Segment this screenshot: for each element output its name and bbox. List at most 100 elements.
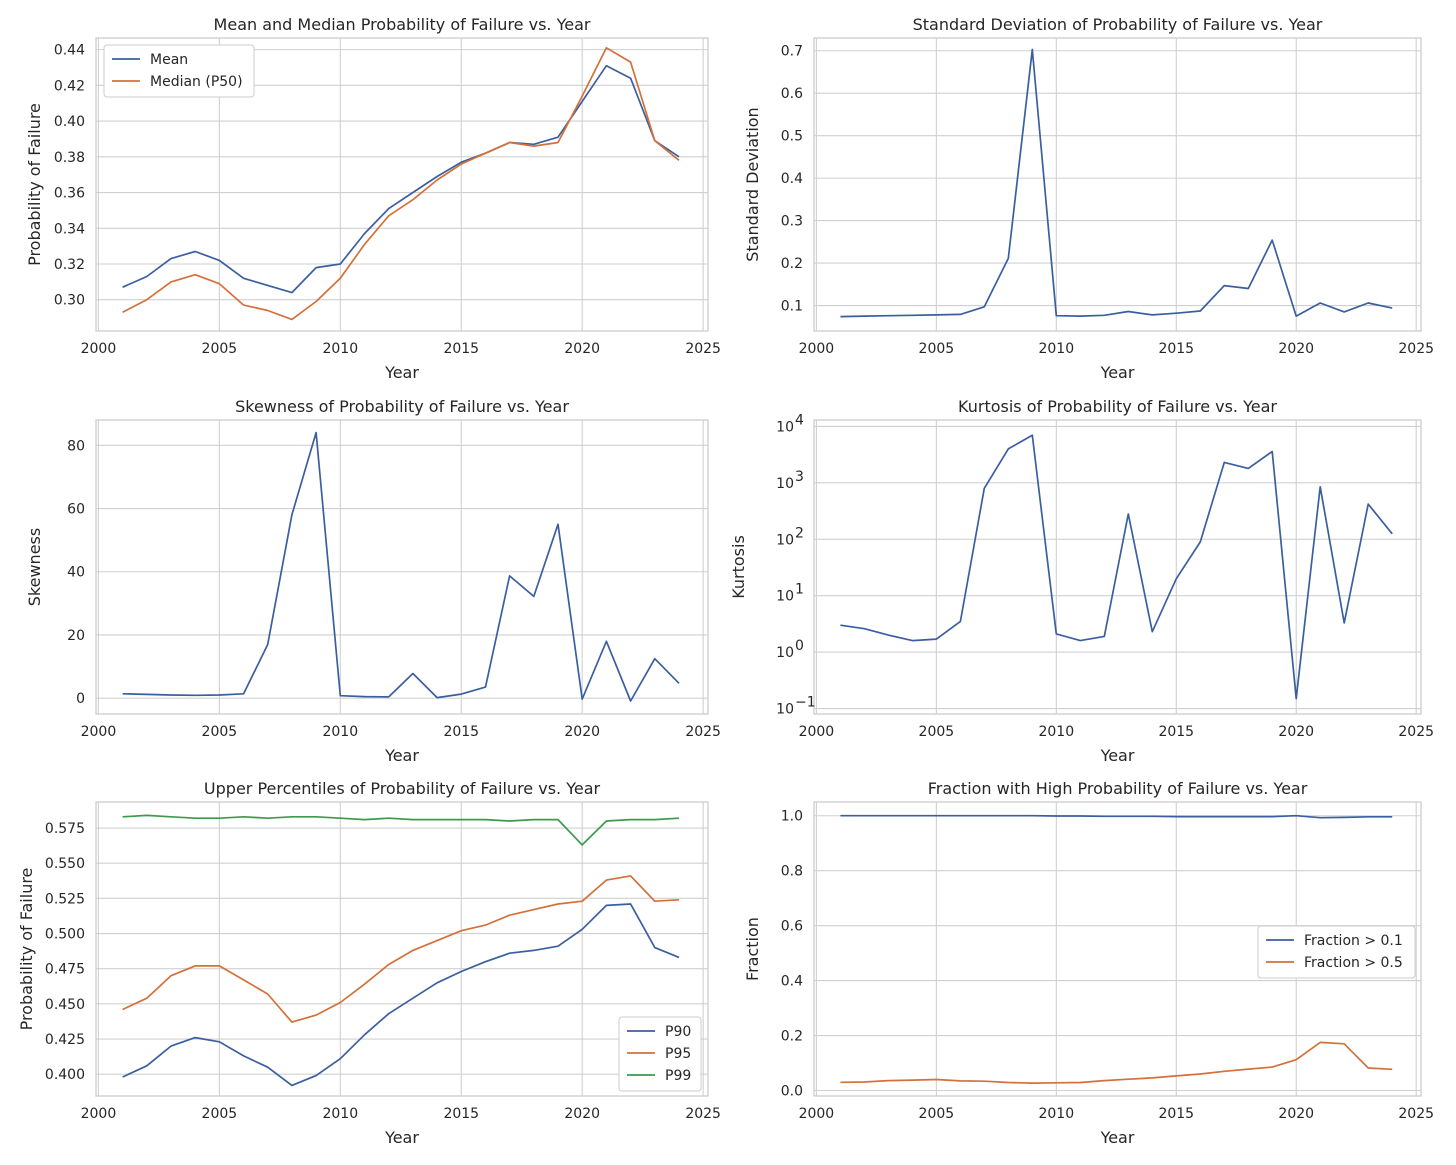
- chart-title: Upper Percentiles of Probability of Fail…: [204, 779, 601, 798]
- legend-box: [618, 1016, 702, 1092]
- y-tick-label: 0.2: [781, 1029, 803, 1045]
- x-tick-label: 2010: [322, 1106, 358, 1122]
- y-tick-label: 0.400: [45, 1067, 85, 1083]
- x-tick-label: 2000: [81, 1106, 117, 1122]
- y-tick-base: 10: [776, 645, 794, 661]
- y-tick-label: 10: [776, 532, 794, 548]
- x-tick-label: 2020: [564, 341, 600, 357]
- chart-title: Skewness of Probability of Failure vs. Y…: [235, 397, 569, 416]
- chart-title: Mean and Median Probability of Failure v…: [214, 15, 591, 34]
- x-tick-label: 2000: [81, 724, 117, 740]
- legend-label: Median (P50): [150, 74, 243, 90]
- y-tick-label: 0.5: [781, 129, 803, 145]
- y-tick-label: 0.6: [781, 919, 803, 935]
- y-tick-label: 0.2: [781, 256, 803, 272]
- y-tick-label: 0.8: [781, 864, 803, 880]
- x-tick-label: 2020: [564, 724, 600, 740]
- x-tick-label: 2010: [1038, 341, 1074, 357]
- x-tick-label: 2020: [564, 1106, 600, 1122]
- y-tick-label: 0.550: [45, 856, 85, 872]
- y-tick-label: 10: [776, 419, 794, 435]
- y-tick-label: 0.42: [54, 78, 85, 94]
- y-tick-label: 10: [776, 702, 794, 718]
- y-tick-label: 0.6: [781, 86, 803, 102]
- x-tick-label: 2025: [685, 724, 721, 740]
- x-tick-label: 2010: [322, 724, 358, 740]
- y-axis-label: Probability of Failure: [17, 868, 36, 1031]
- legend-box: [1257, 925, 1416, 979]
- y-tick-label: 0: [76, 691, 85, 707]
- y-tick-label: 0.525: [45, 891, 85, 907]
- x-tick-label: 2000: [799, 341, 835, 357]
- y-tick-label: 0.0: [781, 1084, 803, 1100]
- y-tick-base: 10: [776, 702, 794, 718]
- x-tick-label: 2005: [202, 341, 238, 357]
- y-tick-label: 10: [776, 645, 794, 661]
- legend: Fraction > 0.1 Fraction > 0.5: [1257, 925, 1416, 979]
- x-tick-label: 2005: [202, 1106, 238, 1122]
- legend-label: Mean: [150, 52, 188, 68]
- y-tick-label: 0.3: [781, 214, 803, 230]
- y-tick-exponent: 1: [795, 582, 804, 598]
- x-axis-label: Year: [384, 746, 419, 765]
- y-axis-label: Fraction: [743, 917, 762, 981]
- x-tick-label: 2015: [1158, 341, 1194, 357]
- y-tick-label: 0.38: [54, 150, 85, 166]
- y-axis-label: Skewness: [25, 528, 44, 606]
- y-tick-label: 10: [776, 476, 794, 492]
- y-tick-exponent: −1: [795, 695, 816, 711]
- legend-label: Fraction > 0.5: [1304, 955, 1403, 971]
- y-tick-label: 0.575: [45, 821, 85, 837]
- chart-panel-6: 2000 2005 2010 2015 2020 2025 0.0 0.2 0.4 0.6 0.8 1…: [743, 779, 1434, 1147]
- x-tick-label: 2010: [322, 341, 358, 357]
- x-tick-label: 2020: [1278, 1106, 1314, 1122]
- y-tick-label: 0.7: [781, 44, 803, 60]
- y-tick-base: 10: [776, 476, 794, 492]
- x-tick-label: 2015: [443, 341, 479, 357]
- chart-title: Kurtosis of Probability of Failure vs. Y…: [958, 397, 1277, 416]
- x-tick-label: 2015: [443, 1106, 479, 1122]
- x-tick-label: 2010: [1038, 724, 1074, 740]
- legend: P90 P95 P99: [618, 1016, 702, 1092]
- y-tick-label: 20: [67, 628, 85, 644]
- x-tick-label: 2000: [799, 724, 835, 740]
- y-tick-base: 10: [776, 419, 794, 435]
- y-tick-exponent: 4: [795, 412, 804, 428]
- y-tick-base: 10: [776, 532, 794, 548]
- y-axis-label: Standard Deviation: [743, 107, 762, 261]
- series-line-skewness: [122, 431, 680, 702]
- legend: Mean Median (P50): [103, 44, 255, 98]
- y-tick-label: 1.0: [781, 809, 803, 825]
- chart-panel-5: 2000 2005 2010 2015 2020 2025 0.400 0.425 0.450 0…: [17, 779, 721, 1147]
- y-tick-label: 0.36: [54, 186, 85, 202]
- y-tick-label: 0.425: [45, 1032, 85, 1048]
- x-tick-label: 2005: [919, 341, 955, 357]
- y-axis-label: Kurtosis: [729, 535, 748, 599]
- x-axis-label: Year: [1100, 363, 1135, 382]
- y-tick-label: 0.32: [54, 257, 85, 273]
- series-line-median-p50: [122, 46, 680, 321]
- x-tick-label: 2005: [919, 1106, 955, 1122]
- y-tick-label: 0.34: [54, 221, 85, 237]
- x-tick-label: 2025: [685, 1106, 721, 1122]
- legend-box: [103, 44, 255, 98]
- y-tick-label: 0.1: [781, 299, 803, 315]
- x-tick-label: 2020: [1278, 341, 1314, 357]
- legend-label: P95: [665, 1046, 691, 1062]
- x-tick-label: 2025: [685, 341, 721, 357]
- chart-title: Fraction with High Probability of Failur…: [928, 779, 1308, 798]
- x-tick-label: 2000: [799, 1106, 835, 1122]
- x-axis-label: Year: [1100, 1128, 1135, 1147]
- y-tick-label: 10: [776, 589, 794, 605]
- series-line-mean: [122, 64, 680, 294]
- x-axis-label: Year: [1100, 746, 1135, 765]
- chart-panel-1: 2000 2005 2010 2015 2020 2025 0.30 0.32 0.34 0.36…: [25, 15, 721, 382]
- series-line-std: [840, 48, 1393, 318]
- plot-area: [95, 801, 709, 1097]
- legend-label: P90: [665, 1024, 691, 1040]
- y-tick-label: 40: [67, 565, 85, 581]
- y-tick-exponent: 2: [795, 525, 804, 541]
- series-line-fraction-0-5: [840, 1041, 1393, 1084]
- y-tick-base: 10: [776, 589, 794, 605]
